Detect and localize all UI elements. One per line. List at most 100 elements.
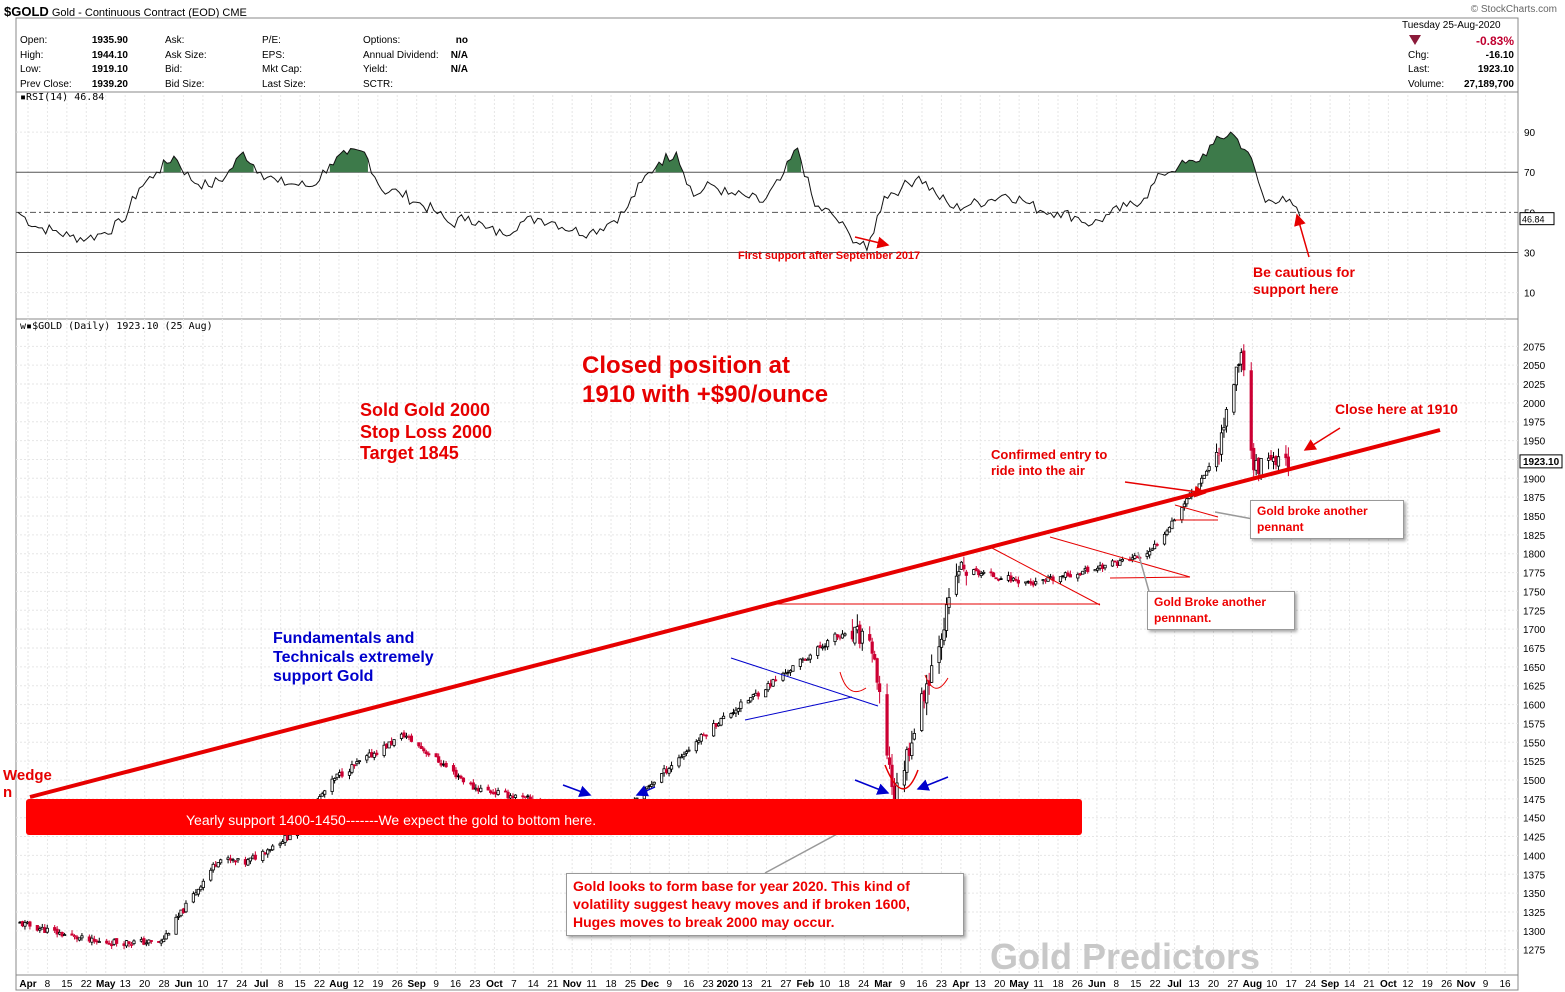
candle-body <box>62 934 67 936</box>
x-tick-label: 19 <box>1422 979 1434 990</box>
candle-body <box>181 908 186 914</box>
x-tick-label: May <box>96 979 116 990</box>
candle-body <box>781 672 785 681</box>
candle-body <box>350 764 354 773</box>
candle-body <box>712 723 716 737</box>
x-tick-label: Aug <box>1243 979 1262 990</box>
pennant-line <box>991 547 1101 606</box>
candle-body <box>367 752 371 758</box>
candle-body <box>875 658 879 683</box>
candle-body <box>129 944 134 946</box>
candle-body <box>459 775 463 779</box>
y-tick-label: 2075 <box>1523 342 1546 353</box>
candle-body <box>808 654 812 660</box>
candle-body <box>233 860 238 863</box>
prev-close-label: Prev Close: <box>20 79 72 90</box>
candle-body <box>957 571 961 576</box>
y-tick-label: 1775 <box>1523 569 1546 580</box>
close-here-arrow <box>1303 427 1341 451</box>
x-tick-label: 17 <box>1286 979 1298 990</box>
candle-body <box>1130 557 1134 561</box>
x-tick-label: Apr <box>952 979 969 990</box>
candle-body <box>496 790 500 795</box>
rsi-tick-label: 10 <box>1524 289 1536 300</box>
candle-body <box>977 570 981 576</box>
candle-body <box>667 768 671 774</box>
x-tick-label: Apr <box>19 979 36 990</box>
candle-body <box>855 626 859 631</box>
candle-body <box>476 788 480 792</box>
chart-type-icon: w <box>20 321 27 332</box>
candle-body <box>878 683 882 693</box>
rsi-tick-label: 30 <box>1524 248 1536 259</box>
x-tick-label: 24 <box>858 979 870 990</box>
candle-body <box>372 752 376 758</box>
candle-body <box>1086 566 1090 572</box>
candle-body <box>664 769 669 773</box>
rsi-tick-label: 70 <box>1524 168 1536 179</box>
x-tick-label: 12 <box>353 979 365 990</box>
candle-body <box>248 857 252 862</box>
candle-body <box>1096 567 1100 571</box>
candle-body <box>974 568 978 572</box>
candle-body <box>508 795 513 799</box>
candle-body <box>1145 553 1149 557</box>
candle-body <box>90 937 94 943</box>
bottom-arrow <box>916 776 949 791</box>
x-tick-label: 13 <box>975 979 987 990</box>
candle-body <box>1232 384 1236 413</box>
candle-body <box>801 658 805 661</box>
rsi-panel <box>16 131 1518 294</box>
candle-body <box>494 791 498 795</box>
x-tick-label: 10 <box>197 979 209 990</box>
y-tick-label: 1575 <box>1523 719 1546 730</box>
candle-body <box>1274 456 1278 466</box>
candle-body <box>860 630 864 644</box>
y-tick-label: 1750 <box>1523 587 1546 598</box>
x-tick-label: 21 <box>547 979 559 990</box>
x-tick-label: 14 <box>1344 979 1356 990</box>
candle-body <box>1024 581 1028 584</box>
candle-body <box>868 634 872 641</box>
bottom-curve <box>884 764 919 790</box>
candle-body <box>174 916 178 935</box>
candle-body <box>734 709 738 714</box>
candle-body <box>766 683 770 691</box>
candle-body <box>1009 575 1013 582</box>
candle-body <box>816 646 820 656</box>
candle-body <box>642 786 646 800</box>
candle-body <box>365 755 369 761</box>
candle-body <box>1207 466 1211 471</box>
candle-body <box>991 572 996 578</box>
candle-body <box>402 732 406 738</box>
candle-body <box>337 772 342 776</box>
candle-body <box>650 783 654 787</box>
bid-size-label: Bid Size: <box>165 79 205 90</box>
candle-body <box>996 578 1001 581</box>
candle-body <box>1093 569 1097 572</box>
y-tick-label: 1300 <box>1523 927 1546 938</box>
x-tick-label: 27 <box>1227 979 1239 990</box>
x-tick-label: 18 <box>1052 979 1064 990</box>
x-tick-label: 8 <box>278 979 284 990</box>
candle-body <box>999 578 1003 581</box>
candle-body <box>246 859 250 866</box>
candle-body <box>702 734 706 737</box>
first-support-arrow <box>854 236 890 249</box>
candle-body <box>523 796 527 799</box>
x-tick-label: Jun <box>175 979 193 990</box>
candle-body <box>1271 457 1276 462</box>
candle-body <box>216 862 220 868</box>
candle-body <box>469 782 473 785</box>
candle-body <box>110 944 114 947</box>
candle-body <box>930 665 934 683</box>
first-support-note: First support after September 2017 <box>738 250 921 262</box>
candle-body <box>1165 530 1169 535</box>
x-tick-label: Feb <box>796 979 814 990</box>
candle-body <box>1041 579 1045 581</box>
candle-body <box>652 781 656 785</box>
rsi-overbought-fill <box>1171 132 1255 173</box>
y-tick-label: 1550 <box>1523 738 1546 749</box>
candle-body <box>357 760 361 763</box>
rsi-tag-box <box>1519 212 1555 226</box>
